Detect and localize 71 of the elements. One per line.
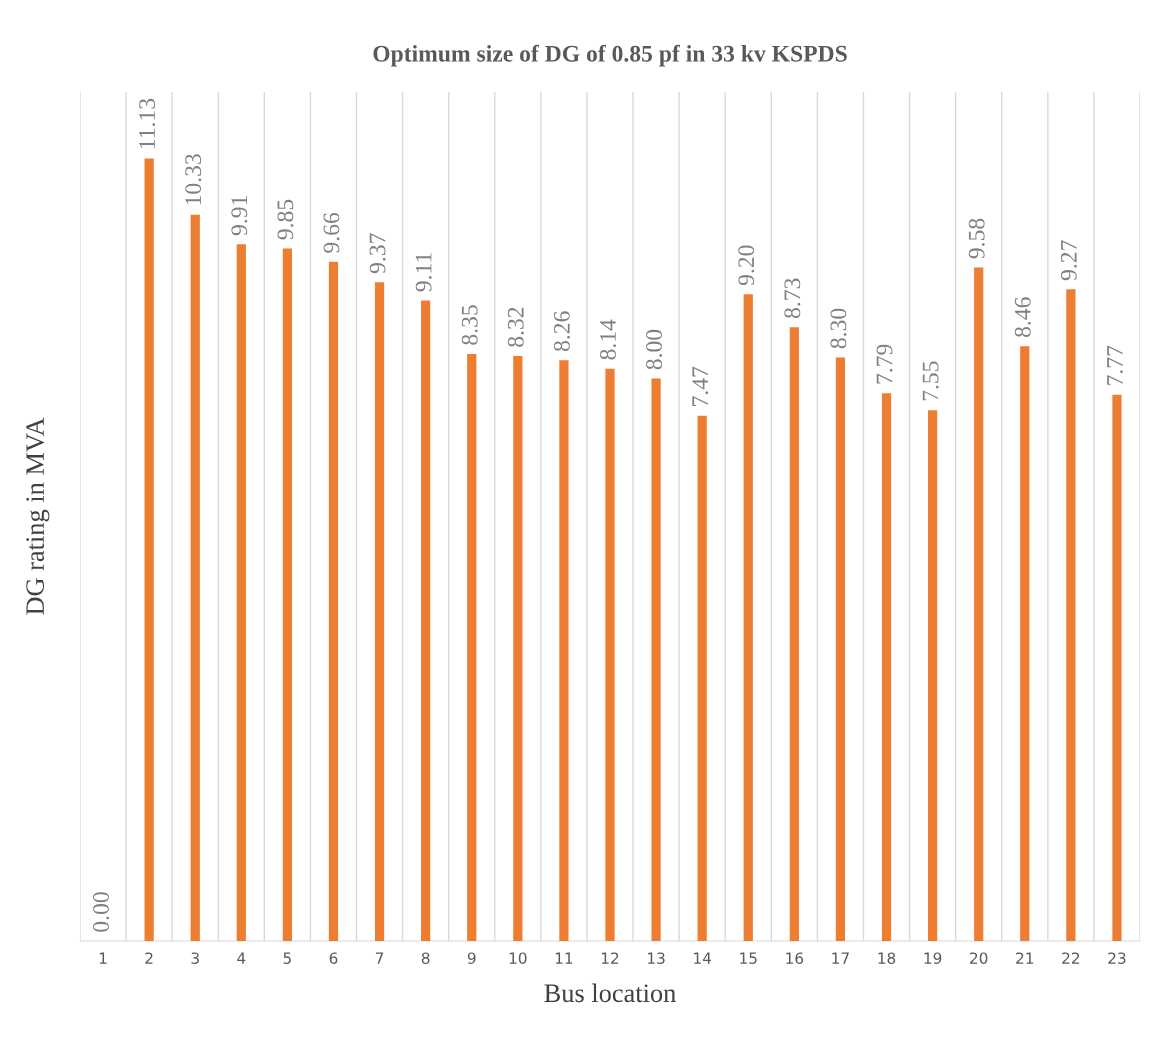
x-tick-label: 13 — [648, 952, 665, 964]
x-tick-label: 7 — [375, 952, 384, 964]
bar — [513, 356, 523, 941]
bar — [282, 248, 292, 941]
x-tick-label: 3 — [191, 952, 199, 964]
bar — [697, 415, 707, 941]
data-label: 11.13 — [139, 98, 156, 149]
bar — [144, 158, 154, 941]
x-tick-label: 5 — [283, 952, 291, 964]
data-label: 7.47 — [692, 366, 709, 406]
x-tick-label: 16 — [786, 952, 804, 964]
bar — [421, 300, 431, 941]
x-tick-label: 23 — [1108, 952, 1126, 964]
x-tick-label: 20 — [970, 952, 988, 964]
data-label: 9.58 — [968, 218, 985, 259]
bar — [1020, 346, 1030, 941]
data-label: 7.77 — [1107, 345, 1123, 385]
data-label: 9.91 — [231, 196, 248, 236]
bar — [881, 393, 892, 941]
data-label: 8.00 — [646, 329, 663, 370]
chart-title: Optimum size of DG of 0.85 pf in 33 kv KSPDS — [373, 44, 847, 67]
bar — [1112, 394, 1122, 941]
x-tick-label: 21 — [1016, 952, 1034, 964]
data-label: 7.79 — [876, 344, 893, 384]
x-tick-label: 12 — [601, 952, 619, 964]
data-label: 9.20 — [738, 245, 755, 286]
x-tick-label: 14 — [694, 952, 712, 964]
x-tick-label: 19 — [924, 952, 942, 964]
data-label: 7.55 — [922, 361, 939, 401]
x-tick-label: 4 — [237, 952, 246, 964]
bar — [1066, 289, 1076, 941]
x-tick-label: 6 — [329, 952, 338, 964]
x-axis-title: Bus location — [544, 983, 676, 1003]
bar — [974, 267, 984, 941]
y-axis-title: DG rating in MVA — [26, 417, 50, 615]
bar — [928, 410, 938, 941]
x-tick-label: 15 — [740, 952, 757, 964]
data-label: 9.85 — [277, 199, 294, 240]
x-tick-label: 9 — [467, 952, 476, 964]
bar — [605, 368, 615, 941]
bar — [236, 244, 246, 941]
x-tick-label: 18 — [878, 952, 896, 964]
data-label: 8.46 — [1014, 297, 1031, 337]
x-tick-label: 22 — [1062, 952, 1080, 964]
bar — [190, 214, 200, 941]
x-tick-label: 17 — [832, 952, 849, 964]
bar — [328, 261, 339, 941]
data-label: 9.11 — [415, 253, 432, 292]
bar — [743, 294, 753, 941]
bar — [559, 360, 569, 941]
x-tick-label: 2 — [145, 952, 153, 964]
bar — [374, 282, 385, 941]
data-label: 8.14 — [599, 319, 617, 360]
data-label: 8.35 — [461, 305, 478, 345]
data-label: 8.30 — [830, 308, 847, 349]
data-label: 9.66 — [323, 212, 340, 253]
bar — [467, 353, 477, 941]
data-label: 8.32 — [507, 307, 524, 347]
data-label: 8.26 — [553, 311, 570, 352]
bar — [835, 357, 846, 941]
data-label: 8.73 — [784, 278, 801, 319]
bar — [651, 378, 661, 941]
x-tick-label: 1 — [99, 952, 107, 964]
x-tick-label: 8 — [421, 952, 430, 964]
data-label: 0.00 — [93, 892, 110, 932]
data-label: 10.33 — [185, 154, 202, 205]
x-tick-label: 10 — [509, 952, 527, 964]
data-label: 9.37 — [369, 233, 386, 274]
x-tick-label: 11 — [555, 952, 573, 964]
data-label: 9.27 — [1060, 240, 1077, 281]
bar — [789, 327, 799, 941]
